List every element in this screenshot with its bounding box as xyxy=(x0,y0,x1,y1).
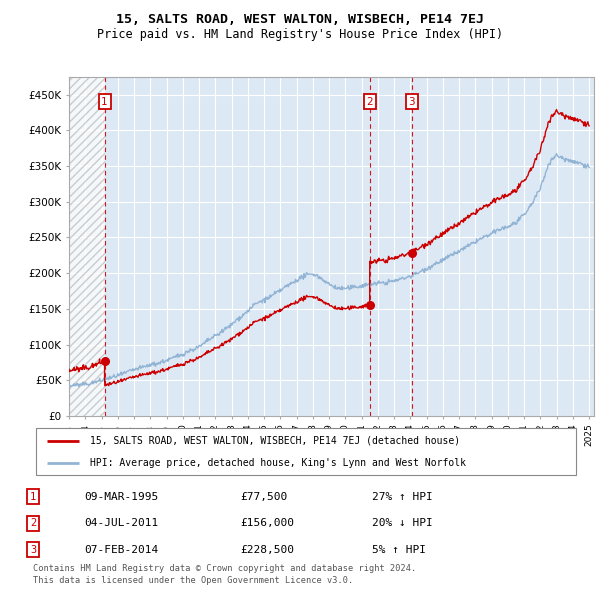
Text: 20% ↓ HPI: 20% ↓ HPI xyxy=(372,519,433,528)
Text: 15, SALTS ROAD, WEST WALTON, WISBECH, PE14 7EJ (detached house): 15, SALTS ROAD, WEST WALTON, WISBECH, PE… xyxy=(90,436,460,446)
Text: This data is licensed under the Open Government Licence v3.0.: This data is licensed under the Open Gov… xyxy=(33,576,353,585)
Text: Price paid vs. HM Land Registry's House Price Index (HPI): Price paid vs. HM Land Registry's House … xyxy=(97,28,503,41)
Text: 1: 1 xyxy=(30,492,36,502)
Text: 07-FEB-2014: 07-FEB-2014 xyxy=(84,545,158,555)
Text: 15, SALTS ROAD, WEST WALTON, WISBECH, PE14 7EJ: 15, SALTS ROAD, WEST WALTON, WISBECH, PE… xyxy=(116,13,484,26)
Text: £77,500: £77,500 xyxy=(240,492,287,502)
Text: 09-MAR-1995: 09-MAR-1995 xyxy=(84,492,158,502)
Text: Contains HM Land Registry data © Crown copyright and database right 2024.: Contains HM Land Registry data © Crown c… xyxy=(33,565,416,573)
Text: 27% ↑ HPI: 27% ↑ HPI xyxy=(372,492,433,502)
Text: 3: 3 xyxy=(409,97,415,107)
Text: £156,000: £156,000 xyxy=(240,519,294,528)
FancyBboxPatch shape xyxy=(36,428,576,475)
Text: 5% ↑ HPI: 5% ↑ HPI xyxy=(372,545,426,555)
Text: 2: 2 xyxy=(30,519,36,528)
Text: 04-JUL-2011: 04-JUL-2011 xyxy=(84,519,158,528)
Text: 2: 2 xyxy=(367,97,373,107)
Text: 3: 3 xyxy=(30,545,36,555)
Text: 1: 1 xyxy=(101,97,108,107)
Text: HPI: Average price, detached house, King's Lynn and West Norfolk: HPI: Average price, detached house, King… xyxy=(90,458,466,468)
Text: £228,500: £228,500 xyxy=(240,545,294,555)
